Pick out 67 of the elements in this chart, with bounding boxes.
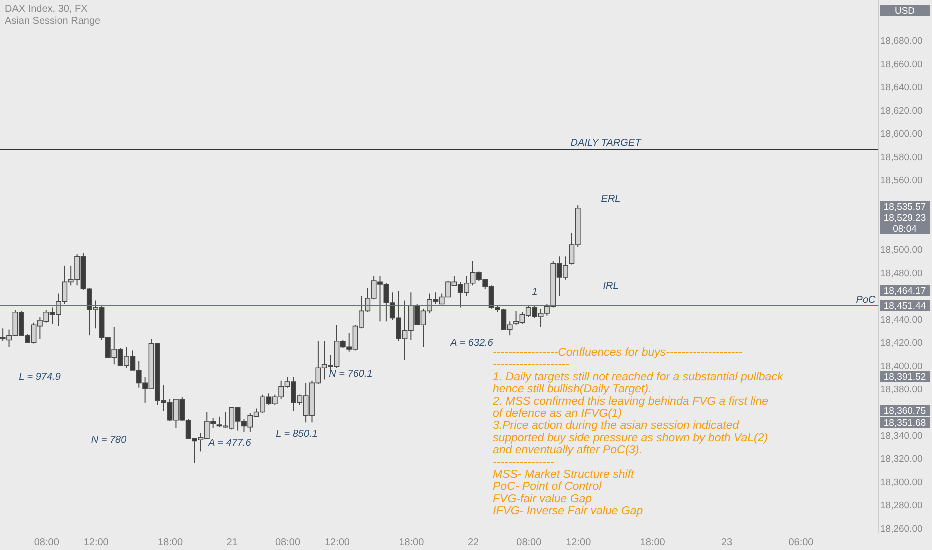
annotation: L = 850.1 [276, 429, 318, 440]
y-tick-label: 18,560.00 [880, 175, 923, 186]
annotation: MSS- Market Structure shift [493, 469, 636, 481]
x-tick-label: 18:00 [640, 538, 666, 548]
annotation: IRL [603, 281, 619, 292]
annotation: -------------------- [493, 359, 570, 372]
text: 18,464.17 [884, 286, 926, 297]
x-tick-label: 12:00 [566, 538, 592, 548]
annotation: 1. Daily targets still not reached for a substantial pullback [493, 371, 784, 384]
y-tick-label: 18,300.00 [880, 477, 923, 488]
y-tick-label: 18,420.00 [880, 338, 923, 350]
x-tick-label: 18:00 [158, 538, 184, 548]
annotation: ERL [601, 194, 621, 205]
y-tick-label: 18,500.00 [880, 245, 923, 256]
text: 18,529.23 [884, 213, 926, 224]
annotation: hence still bullish(Daily Target). [493, 384, 652, 396]
y-tick-label: 18,320.00 [880, 454, 923, 466]
text: 18,451.44 [884, 301, 926, 312]
y-tick-label: 18,660.00 [880, 59, 923, 70]
text: 18,351.68 [884, 418, 926, 429]
annotation: 3.Price action during the asian session indicated [493, 420, 740, 432]
annotation: L = 974.9 [19, 372, 62, 383]
x-tick-label: 12:00 [84, 538, 110, 548]
y-tick-label: 18,620.00 [880, 106, 923, 117]
x-tick-label: 08:00 [34, 538, 60, 548]
x-tick-label: 18:00 [399, 538, 425, 548]
x-tick-label: 12:00 [324, 538, 350, 548]
annotation: DAILY TARGET [570, 138, 642, 149]
annotation: supported buy side pressure as shown by both VaL(2) [493, 432, 768, 444]
y-tick-label: 18,260.00 [880, 524, 923, 535]
annotation: 2. MSS confirmed this leaving behinda FVG a first line [492, 396, 768, 408]
text: 18,360.75 [884, 406, 926, 417]
annotation: -----------------Confluences for buys-------------------- [493, 347, 743, 359]
text: 18,535.57 [884, 202, 926, 213]
y-tick-label: 18,580.00 [880, 152, 923, 164]
text: 08:04 [893, 224, 917, 235]
text: USD [894, 6, 916, 17]
text: Asian Session Range [5, 16, 102, 27]
y-tick-label: 18,400.00 [880, 361, 923, 372]
y-tick-label: 18,680.00 [880, 36, 923, 48]
annotation: 1 [532, 287, 538, 298]
chart-title: DAX Index, 30, FX [5, 4, 88, 15]
x-tick-label: 06:00 [788, 538, 814, 548]
annotation: PoC- Point of Control [493, 481, 602, 494]
x-tick-label: 08:00 [276, 538, 301, 548]
x-tick-label: 08:00 [516, 538, 542, 548]
annotation: PoC [856, 295, 877, 306]
x-tick-label: 22 [468, 538, 480, 548]
text: 18,391.52 [884, 372, 926, 383]
y-tick-label: 18,600.00 [880, 129, 923, 140]
x-tick-label: 23 [721, 538, 734, 548]
annotation: FVG-fair value Gap [493, 493, 593, 506]
annotation: N = 780 [91, 435, 128, 446]
y-tick-label: 18,340.00 [880, 430, 923, 442]
annotation: A = 477.6 [208, 438, 252, 449]
annotation: A = 632.6 [450, 338, 494, 349]
y-tick-label: 18,280.00 [880, 500, 923, 512]
annotation: IFVG- Inverse Fair value Gap [493, 506, 644, 518]
annotation: and enventually after PoC(3). [493, 444, 643, 457]
annotation: N = 760.1 [329, 369, 373, 380]
y-tick-label: 18,380.00 [880, 384, 923, 396]
annotation: ---------------- [493, 456, 554, 469]
y-tick-label: 18,640.00 [880, 82, 923, 94]
y-tick-label: 18,440.00 [880, 314, 923, 326]
y-tick-label: 18,480.00 [880, 268, 923, 280]
x-tick-label: 21 [226, 538, 238, 548]
annotation: of defence as an IFVG(1) [493, 408, 622, 420]
